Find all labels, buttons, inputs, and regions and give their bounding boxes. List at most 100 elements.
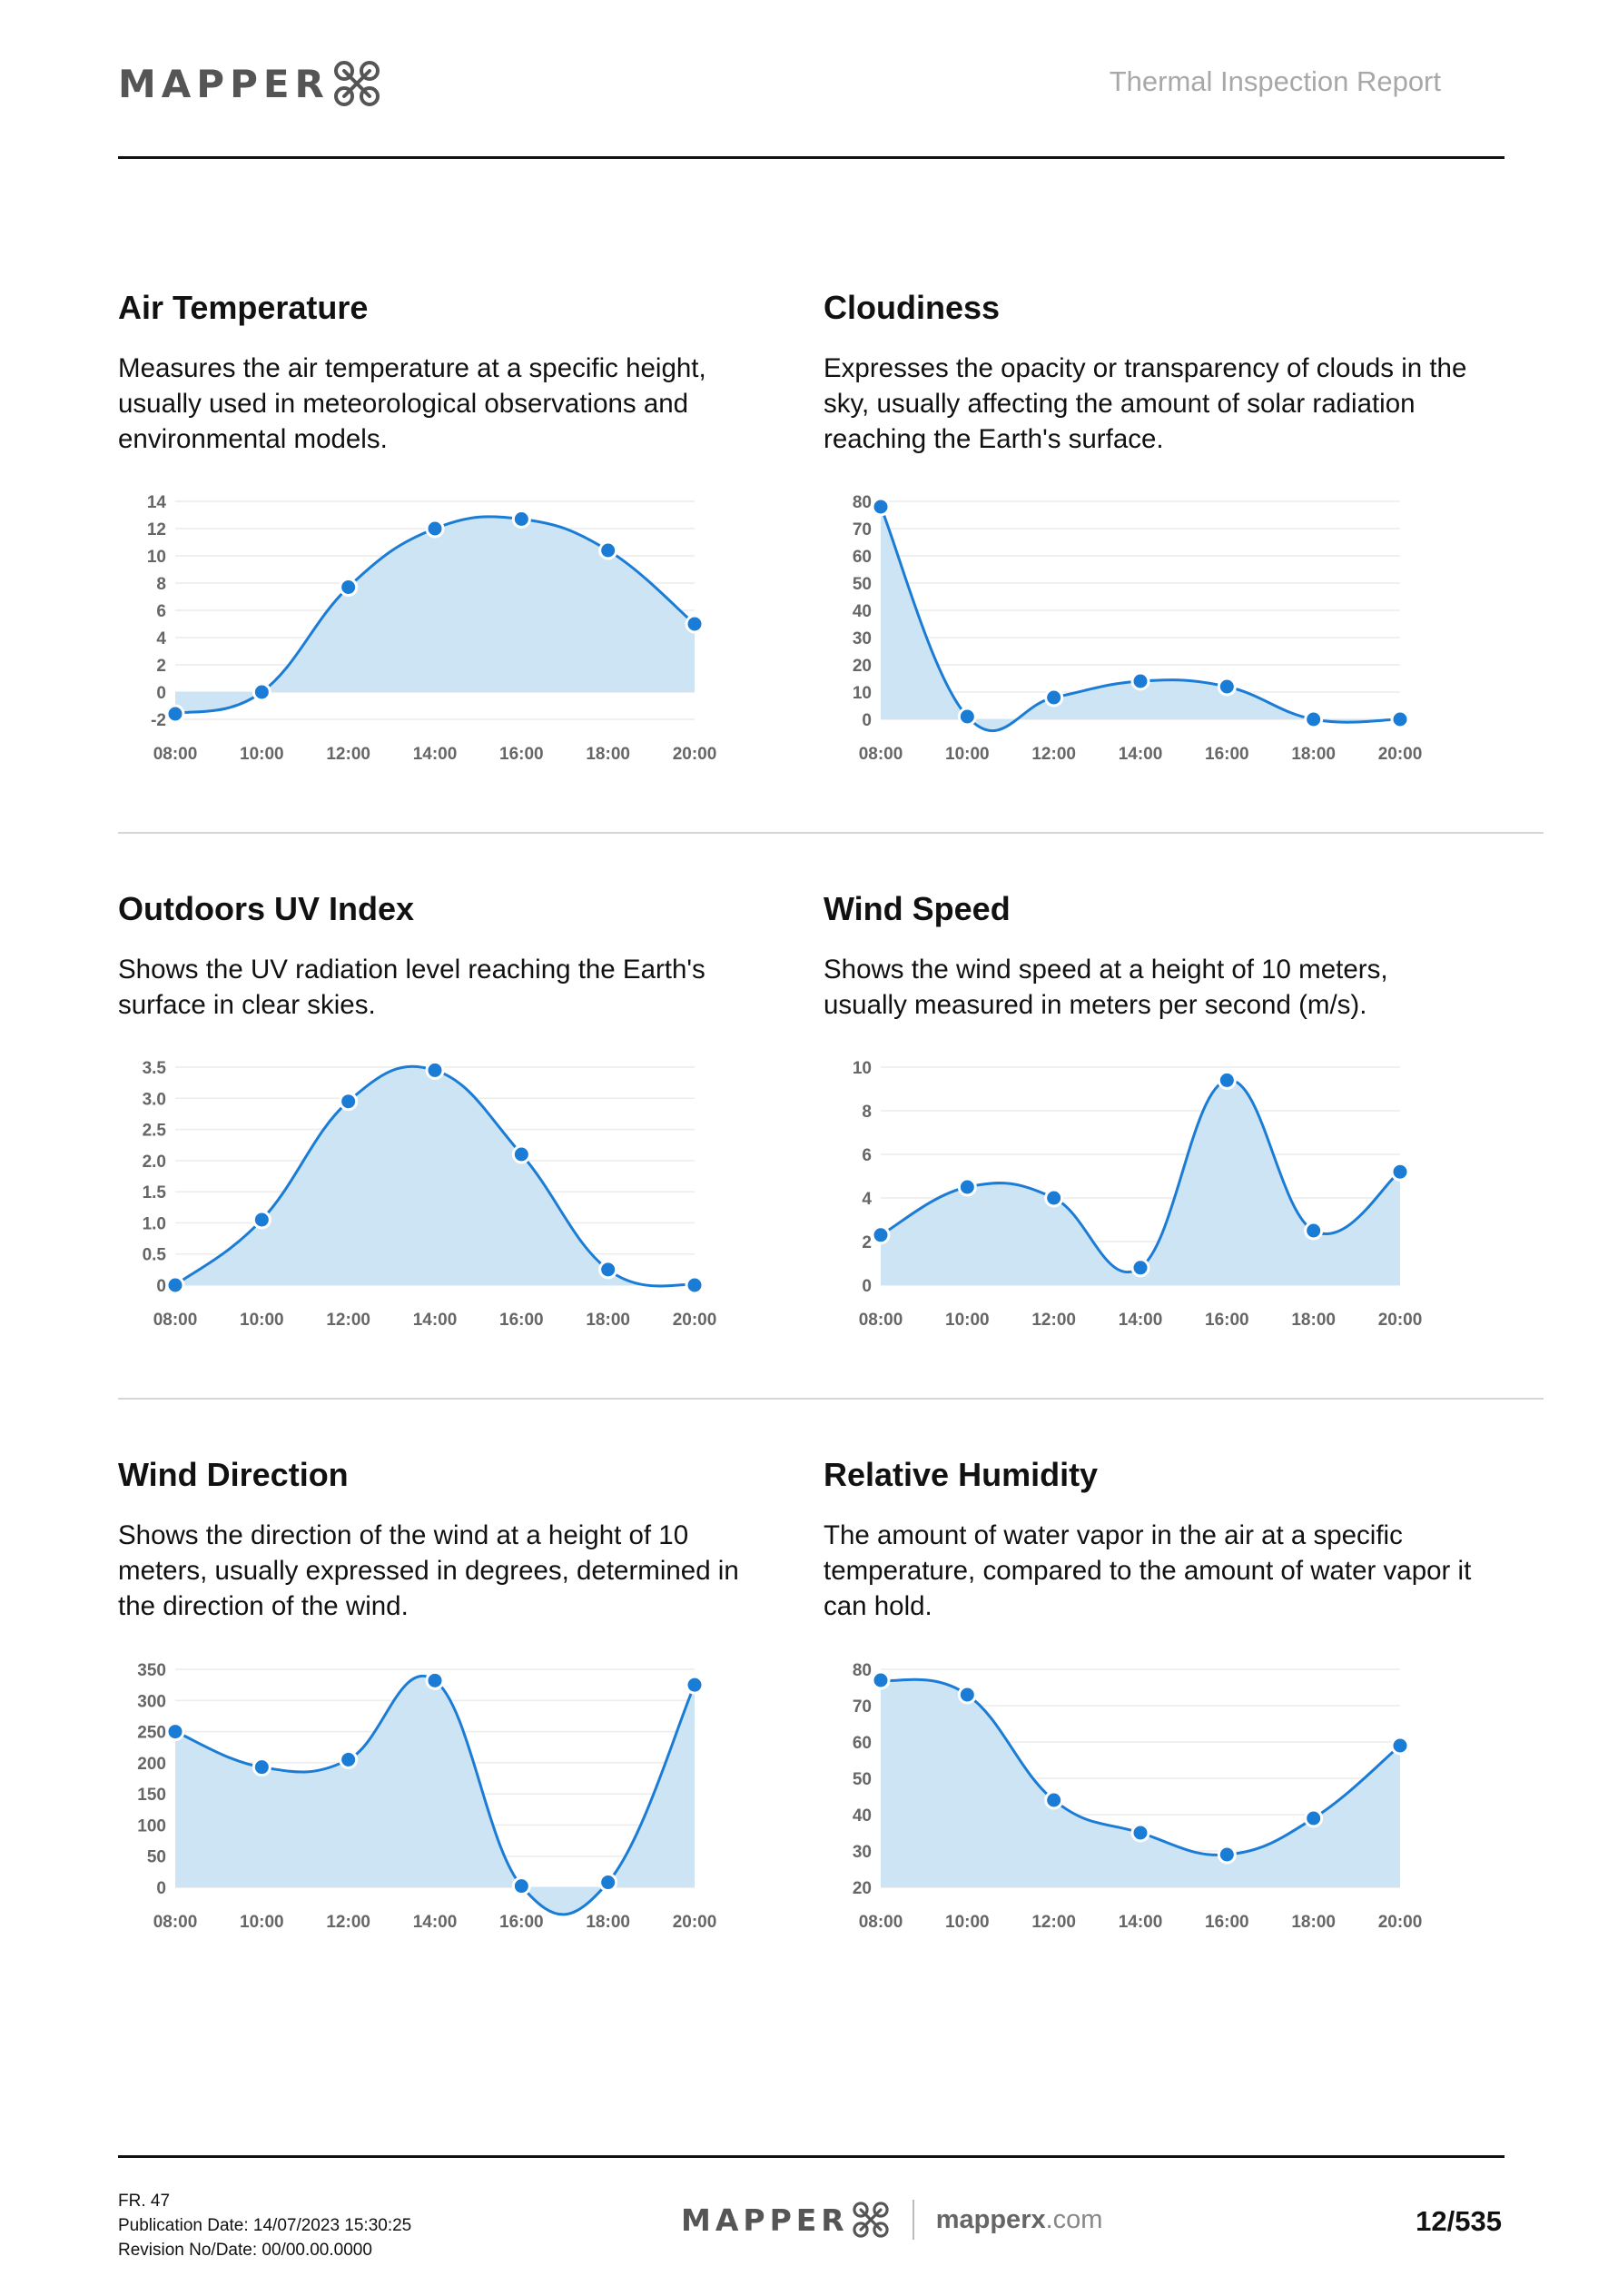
y-tick-label: 4 <box>156 629 166 648</box>
y-tick-label: 2.5 <box>143 1122 167 1141</box>
data-point <box>685 1275 705 1295</box>
data-point <box>1390 1736 1410 1756</box>
revision-info: Revision No/Date: 00/00.00.0000 <box>118 2241 372 2260</box>
y-tick-label: 10 <box>853 1059 872 1078</box>
section-title: Cloudiness <box>824 289 1001 326</box>
section-description: Shows the UV radiation level reaching th… <box>118 955 705 1020</box>
wind-speed-chart: 0 2 4 6 8 10 08:00 10:00 12:00 14:00 16:00 18:00 20:… <box>853 1059 1423 1330</box>
y-tick-label: 40 <box>853 602 872 621</box>
x-tick-label: 14:00 <box>1119 1311 1163 1330</box>
area-fill <box>881 507 1400 731</box>
y-tick-label: 0.5 <box>143 1246 167 1265</box>
area-fill <box>175 1676 695 1915</box>
data-point <box>511 510 531 529</box>
publication-date: Publication Date: 14/07/2023 15:30:25 <box>118 2216 412 2235</box>
section-description: Shows the direction of the wind at a hei… <box>118 1520 739 1621</box>
footer-brand: MAPPER mapperx.com <box>681 2200 1102 2240</box>
data-point <box>1044 688 1064 708</box>
x-tick-label: 20:00 <box>1378 745 1423 764</box>
y-tick-label: 2 <box>156 657 166 676</box>
x-tick-label: 10:00 <box>945 745 990 764</box>
data-point <box>165 1722 185 1742</box>
y-tick-label: 2.0 <box>143 1153 166 1172</box>
y-tick-label: 100 <box>137 1816 166 1836</box>
y-tick-label: 70 <box>853 1697 872 1717</box>
series-line <box>174 1674 696 1916</box>
data-point <box>1304 709 1324 729</box>
y-tick-label: 12 <box>147 520 166 539</box>
y-tick-label: 6 <box>156 602 166 621</box>
y-tick-label: 0 <box>156 1277 166 1296</box>
y-tick-label: 0 <box>156 684 166 703</box>
x-tick-label: 16:00 <box>1205 1311 1249 1330</box>
data-point <box>598 1873 618 1893</box>
section-title: Wind Direction <box>118 1456 349 1493</box>
x-tick-label: 20:00 <box>673 745 717 764</box>
x-tick-label: 08:00 <box>153 1311 198 1330</box>
x-tick-label: 20:00 <box>673 1311 717 1330</box>
y-tick-label: 30 <box>853 629 872 648</box>
x-tick-label: 14:00 <box>1119 745 1163 764</box>
area-fill <box>175 516 695 714</box>
area-fill <box>881 1080 1400 1285</box>
website-link[interactable]: mapperx.com <box>936 2205 1103 2235</box>
x-tick-label: 14:00 <box>413 745 458 764</box>
header-logo: MAPPER <box>118 58 382 109</box>
data-point <box>425 1670 445 1690</box>
drone-logo-icon <box>853 2202 889 2238</box>
y-tick-label: 200 <box>137 1755 166 1774</box>
y-tick-label: 0 <box>862 1277 872 1296</box>
x-tick-label: 10:00 <box>945 1913 990 1932</box>
data-point <box>1217 1070 1237 1090</box>
area-fill <box>881 1679 1400 1887</box>
section-title: Air Temperature <box>118 289 369 326</box>
uv-index-chart: 0 0.5 1.0 1.5 2.0 2.5 3.0 3.5 08:00 10:00 12:00 14:… <box>143 1059 717 1330</box>
y-tick-label: 0 <box>156 1879 166 1898</box>
data-point <box>1390 1162 1410 1182</box>
y-tick-label: 80 <box>853 493 872 512</box>
y-tick-label: 14 <box>147 493 167 512</box>
x-tick-label: 10:00 <box>945 1311 990 1330</box>
x-tick-label: 16:00 <box>499 1913 544 1932</box>
y-tick-label: 350 <box>137 1661 166 1680</box>
x-tick-label: 18:00 <box>586 745 630 764</box>
y-tick-label: 4 <box>862 1190 872 1209</box>
section-description: The amount of water vapor in the air at … <box>824 1520 1472 1621</box>
y-tick-label: 6 <box>862 1146 872 1165</box>
section-divider <box>118 1398 1544 1400</box>
drone-logo-icon <box>333 61 380 106</box>
data-point <box>1044 1188 1064 1208</box>
footer-logo-wordmark: MAPPER <box>681 2202 849 2238</box>
y-tick-label: 50 <box>147 1848 166 1867</box>
y-tick-label: 80 <box>853 1661 872 1680</box>
y-tick-label: 3.0 <box>143 1090 166 1109</box>
x-tick-label: 14:00 <box>413 1913 458 1932</box>
data-point <box>511 1144 531 1164</box>
x-tick-label: 14:00 <box>1119 1913 1163 1932</box>
y-tick-label: 3.5 <box>143 1059 167 1078</box>
x-tick-label: 14:00 <box>413 1311 458 1330</box>
y-tick-label: 20 <box>853 657 872 676</box>
x-tick-label: 16:00 <box>1205 1913 1249 1932</box>
data-point <box>1390 709 1410 729</box>
x-tick-label: 18:00 <box>586 1913 630 1932</box>
data-point <box>165 704 185 724</box>
x-tick-label: 16:00 <box>1205 745 1249 764</box>
data-point <box>598 540 618 560</box>
data-point <box>957 707 977 727</box>
page-number: 12/535 <box>1416 2205 1502 2237</box>
section-title: Wind Speed <box>824 890 1011 927</box>
data-point <box>598 1260 618 1280</box>
data-point <box>1217 677 1237 697</box>
x-tick-label: 12:00 <box>1031 1311 1076 1330</box>
y-tick-label: 60 <box>853 548 872 567</box>
data-point <box>685 614 705 634</box>
y-tick-label: 50 <box>853 1770 872 1789</box>
x-tick-label: 12:00 <box>1031 745 1076 764</box>
data-point <box>252 1210 271 1230</box>
x-tick-label: 12:00 <box>1031 1913 1076 1932</box>
y-tick-label: 10 <box>147 548 166 567</box>
y-tick-label: 70 <box>853 520 872 539</box>
x-tick-label: 10:00 <box>240 1311 284 1330</box>
x-tick-label: 20:00 <box>1378 1311 1423 1330</box>
